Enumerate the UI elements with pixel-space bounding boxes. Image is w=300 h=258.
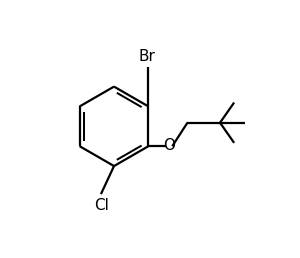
Text: O: O	[163, 138, 175, 153]
Text: Cl: Cl	[94, 198, 110, 213]
Text: Br: Br	[139, 49, 156, 64]
